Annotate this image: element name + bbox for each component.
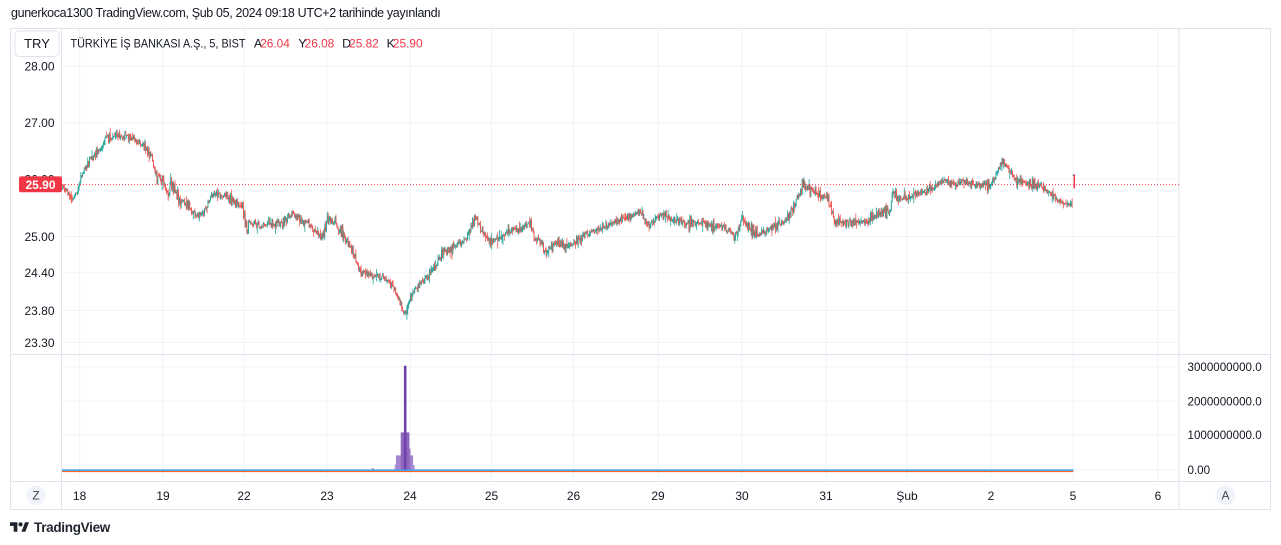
svg-text:25: 25 xyxy=(485,489,499,503)
svg-text:23: 23 xyxy=(320,489,334,503)
svg-text:29: 29 xyxy=(651,489,665,503)
svg-text:2: 2 xyxy=(988,489,995,503)
svg-text:24.40: 24.40 xyxy=(24,266,54,280)
svg-text:25.00: 25.00 xyxy=(24,230,54,244)
svg-text:TÜRKİYE İŞ BANKASI A.Ş., 5, BI: TÜRKİYE İŞ BANKASI A.Ş., 5, BIST xyxy=(71,37,246,51)
svg-text:6: 6 xyxy=(1155,489,1162,503)
svg-text:23.80: 23.80 xyxy=(24,304,54,318)
svg-text:1000000000.0: 1000000000.0 xyxy=(1188,429,1262,442)
svg-text:26: 26 xyxy=(567,489,581,503)
svg-text:5: 5 xyxy=(1070,489,1077,503)
svg-text:22: 22 xyxy=(237,489,251,503)
svg-text:Şub: Şub xyxy=(896,489,918,503)
svg-text:18: 18 xyxy=(73,489,87,503)
svg-text:3000000000.0: 3000000000.0 xyxy=(1188,361,1262,374)
svg-text:27.00: 27.00 xyxy=(24,116,54,130)
svg-text:23.30: 23.30 xyxy=(24,336,54,350)
svg-text:A: A xyxy=(1221,489,1229,503)
svg-text:31: 31 xyxy=(819,489,833,503)
svg-text:28.00: 28.00 xyxy=(24,59,54,73)
svg-text:19: 19 xyxy=(156,489,170,503)
svg-text:24: 24 xyxy=(403,489,417,503)
svg-text:30: 30 xyxy=(735,489,749,503)
svg-text:TRY: TRY xyxy=(24,36,50,51)
svg-text:0.00: 0.00 xyxy=(1188,464,1211,477)
svg-text:Z: Z xyxy=(32,489,39,503)
svg-text:2000000000.0: 2000000000.0 xyxy=(1188,396,1262,409)
svg-text:25.90: 25.90 xyxy=(25,178,55,192)
